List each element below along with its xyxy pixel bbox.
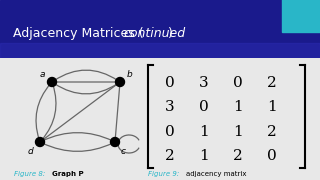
Circle shape <box>110 138 119 147</box>
Bar <box>282 0 320 32</box>
Text: 0: 0 <box>199 100 209 114</box>
Text: 1: 1 <box>233 100 243 114</box>
Circle shape <box>116 78 124 87</box>
Text: ): ) <box>168 27 173 40</box>
Text: 1: 1 <box>199 149 209 163</box>
Text: b: b <box>127 69 133 78</box>
Text: Graph P: Graph P <box>52 171 84 177</box>
Circle shape <box>36 138 44 147</box>
Text: 2: 2 <box>233 149 243 163</box>
Text: 0: 0 <box>165 125 175 139</box>
Text: 2: 2 <box>267 76 277 90</box>
Text: a: a <box>39 69 45 78</box>
Circle shape <box>47 78 57 87</box>
Text: 2: 2 <box>267 125 277 139</box>
Text: d: d <box>27 147 33 156</box>
Text: 0: 0 <box>165 76 175 90</box>
Text: continued: continued <box>123 27 185 40</box>
Text: Figure 9:: Figure 9: <box>148 171 179 177</box>
Text: 3: 3 <box>199 76 209 90</box>
Text: 0: 0 <box>233 76 243 90</box>
Text: c: c <box>121 147 125 156</box>
Text: 1: 1 <box>199 125 209 139</box>
Text: 0: 0 <box>267 149 277 163</box>
Text: 2: 2 <box>165 149 175 163</box>
Bar <box>0 43 320 58</box>
Text: 1: 1 <box>233 125 243 139</box>
Text: Figure 8:: Figure 8: <box>14 171 45 177</box>
Text: Adjacency Matrices (: Adjacency Matrices ( <box>13 27 143 40</box>
Text: adjacency matrix: adjacency matrix <box>186 171 246 177</box>
Text: 1: 1 <box>267 100 277 114</box>
Text: 3: 3 <box>165 100 175 114</box>
